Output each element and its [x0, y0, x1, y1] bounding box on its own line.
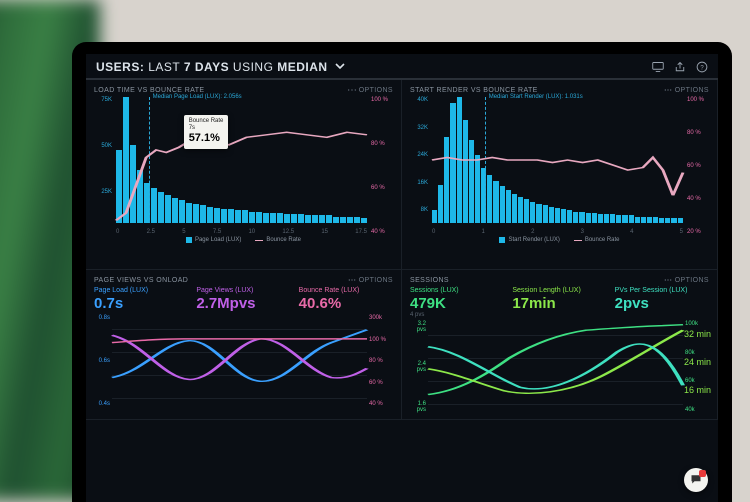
laptop-bezel: USERS: LAST 7 DAYS USING MEDIAN ? LOAD T… — [72, 42, 732, 502]
panel-grid: LOAD TIME VS BOUNCE RATE OPTIONS 75K50K2… — [86, 80, 718, 420]
panel-title: LOAD TIME VS BOUNCE RATE — [94, 87, 204, 94]
y-axis-left: 40K32K24K16K8K — [410, 97, 428, 235]
share-icon[interactable] — [674, 61, 686, 73]
metrics-row: Page Load (LUX)0.7s Page Views (LUX)2.7Mp… — [94, 287, 393, 312]
title-prefix: USERS: — [96, 60, 148, 74]
panel-title: PAGE VIEWS VS ONLOAD — [94, 277, 188, 284]
metric[interactable]: Page Views (LUX)2.7Mpvs — [196, 287, 290, 312]
chart-sessions[interactable]: 3.2 pvs2.4 pvs1.6 pvs 100k80k60k40k 32 m… — [410, 321, 709, 413]
chat-button[interactable] — [684, 468, 708, 492]
header-bar: USERS: LAST 7 DAYS USING MEDIAN ? — [86, 54, 718, 80]
options-button[interactable]: OPTIONS — [348, 86, 393, 94]
chart-render-bounce[interactable]: 40K32K24K16K8K 100 %80 %60 %40 %20 % Med… — [410, 97, 709, 235]
panel-render-vs-bounce: START RENDER VS BOUNCE RATE OPTIONS 40K3… — [402, 80, 718, 270]
svg-text:?: ? — [700, 65, 704, 71]
metric[interactable]: Page Load (LUX)0.7s — [94, 287, 188, 312]
tooltip: Bounce Rate 7s 57.1% — [184, 115, 229, 149]
options-label: OPTIONS — [359, 277, 393, 284]
tooltip-l1: Bounce Rate — [189, 118, 224, 125]
chart-views-onload[interactable]: 0.8s0.6s0.4s 300k100 %80 %60 %40 % — [94, 315, 393, 407]
panel-sessions: SESSIONS OPTIONS Sessions (LUX)479K4 pvs… — [402, 270, 718, 420]
panel-views-vs-onload: PAGE VIEWS VS ONLOAD OPTIONS Page Load (… — [86, 270, 402, 420]
tooltip-value: 57.1% — [189, 132, 224, 145]
title-part1: LAST — [148, 60, 184, 74]
options-button[interactable]: OPTIONS — [664, 276, 709, 284]
y-axis-right: 100 %80 %60 %40 % — [371, 97, 393, 235]
chart-load-bounce[interactable]: 75K50K25K 100 %80 %60 %40 % Median Page … — [94, 97, 393, 235]
metric[interactable]: PVs Per Session (LUX)2pvs — [615, 287, 709, 318]
metric[interactable]: Session Length (LUX)17min — [512, 287, 606, 318]
monitor-icon[interactable] — [652, 61, 664, 73]
legend: Start Render (LUX)Bounce Rate — [410, 237, 709, 243]
bounce-line — [432, 97, 683, 223]
title-part3: USING — [233, 60, 277, 74]
options-label: OPTIONS — [675, 87, 709, 94]
options-button[interactable]: OPTIONS — [664, 86, 709, 94]
chevron-down-icon — [335, 60, 345, 74]
x-axis: 012345 — [432, 229, 683, 235]
panel-title: SESSIONS — [410, 277, 449, 284]
header-title-dropdown[interactable]: USERS: LAST 7 DAYS USING MEDIAN — [96, 60, 345, 74]
metric[interactable]: Bounce Rate (LUX)40.6% — [299, 287, 393, 312]
y-axis-left: 75K50K25K — [94, 97, 112, 235]
help-icon[interactable]: ? — [696, 61, 708, 73]
options-label: OPTIONS — [359, 87, 393, 94]
dashboard-screen: USERS: LAST 7 DAYS USING MEDIAN ? LOAD T… — [86, 54, 718, 502]
metric[interactable]: Sessions (LUX)479K4 pvs — [410, 287, 504, 318]
panel-title: START RENDER VS BOUNCE RATE — [410, 87, 538, 94]
tooltip-l2: 7s — [189, 125, 224, 132]
metrics-row: Sessions (LUX)479K4 pvs Session Length (L… — [410, 287, 709, 318]
x-axis: 02.557.51012.51517.5 — [116, 229, 367, 235]
notification-badge — [699, 470, 706, 477]
panel-load-vs-bounce: LOAD TIME VS BOUNCE RATE OPTIONS 75K50K2… — [86, 80, 402, 270]
title-part2: 7 DAYS — [184, 60, 233, 74]
bounce-line — [116, 97, 367, 223]
options-button[interactable]: OPTIONS — [348, 276, 393, 284]
options-label: OPTIONS — [675, 277, 709, 284]
y-axis-right: 100 %80 %60 %40 %20 % — [687, 97, 709, 235]
title-part4: MEDIAN — [277, 60, 327, 74]
legend: Page Load (LUX)Bounce Rate — [94, 237, 393, 243]
